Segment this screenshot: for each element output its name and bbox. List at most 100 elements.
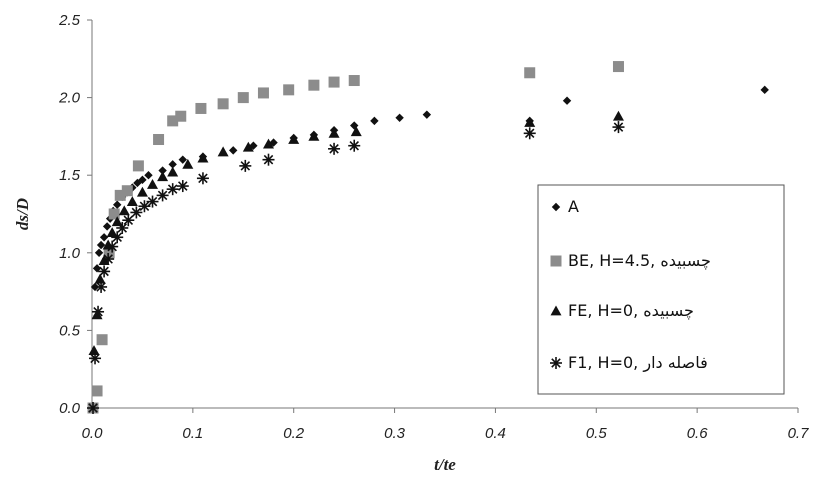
point-fe [147,179,159,189]
legend-marker-fe [550,305,562,316]
point-be [103,247,115,259]
point-be [283,84,295,96]
point-be [257,87,269,99]
x-tick-label: 0.5 [586,425,608,442]
x-tick-label: 0.0 [82,425,104,442]
point-f1 [89,352,102,365]
point-a [99,233,109,242]
point-be [175,110,187,122]
y-tick-label: 0.5 [59,322,81,339]
x-axis-title: t/te [434,455,456,474]
point-a [178,155,187,164]
point-f1 [92,305,105,318]
point-f1 [138,200,151,213]
legend-markers [550,202,562,369]
point-f1 [166,183,179,196]
point-fe [88,345,100,355]
point-fe [136,186,148,197]
legend-marker-be [550,255,562,267]
point-be [114,189,126,201]
point-fe [197,152,209,163]
legend-label-be: BE, H=4.5, چسبیده [568,251,711,270]
point-f1 [111,231,124,244]
x-tick-label: 0.6 [687,425,709,442]
point-f1 [176,180,189,193]
point-a [158,166,167,175]
point-a [94,248,104,257]
point-be [96,334,108,346]
point-be [132,160,144,172]
legend-label-fe: FE, H=0, چسبیده [568,301,694,320]
y-tick-label: 1.5 [59,167,81,184]
point-f1 [98,265,111,278]
point-fe [157,171,169,182]
point-be [108,208,120,220]
legend-label-f1: F1, H=0, فاصله دار [568,353,708,373]
point-f1 [116,221,129,234]
point-f1 [95,280,108,293]
point-fe [94,273,106,284]
point-fe [328,127,340,138]
point-a [92,264,102,273]
point-be [612,61,624,73]
tick-labels: 0.0 0.1 0.2 0.3 0.4 0.5 0.6 0.7 0.0 0.5 1.0 1.5 2.0 2… [58,12,809,442]
point-fe [98,255,110,265]
point-fe [308,130,320,141]
point-f1 [122,214,135,227]
point-fe [288,134,300,144]
point-fe [91,309,103,320]
point-f1 [130,206,143,219]
data-marks [87,61,769,414]
legend-marker-f1 [550,357,562,369]
point-f1 [102,253,115,266]
point-a [138,175,147,185]
y-axis-title: ds/D [13,198,32,230]
point-f1 [239,159,252,172]
point-fe [118,205,130,216]
point-f1 [523,127,536,140]
point-a [422,110,432,119]
point-a [144,171,153,180]
y-tick-label: 1.0 [59,245,81,262]
point-a [113,200,122,209]
point-a [96,240,106,250]
point-be [237,92,249,104]
axes [87,19,799,413]
point-be [121,185,133,197]
point-be [217,98,229,110]
x-tick-label: 0.2 [283,425,305,442]
point-fe [126,196,138,206]
point-a [90,282,100,292]
legend-box [537,184,785,395]
point-be [195,102,207,114]
point-be [308,79,320,91]
point-f1 [262,153,275,166]
point-fe [524,116,536,127]
point-f1 [348,139,361,152]
point-a [133,178,142,188]
point-f1 [106,240,119,253]
point-fe [350,126,362,137]
point-f1 [146,195,159,208]
point-a [102,222,112,231]
series-be [87,61,624,414]
point-fe [263,138,274,149]
point-be [328,76,340,88]
y-tick-label: 0.0 [59,400,81,417]
point-a [168,160,177,169]
point-fe [167,166,179,177]
point-a [562,96,572,105]
point-fe [217,146,229,157]
point-fe [182,158,194,169]
point-fe [612,110,624,121]
point-fe [111,216,123,227]
point-f1 [156,189,169,202]
point-be [348,75,360,87]
point-f1 [328,142,341,155]
legend-marker-a [551,202,561,212]
x-tick-label: 0.1 [182,425,203,442]
legend: A BE, H=4.5, چسبیده FE, H=0, چسبیده F1, … [537,184,785,395]
y-tick-label: 2.0 [58,90,81,107]
